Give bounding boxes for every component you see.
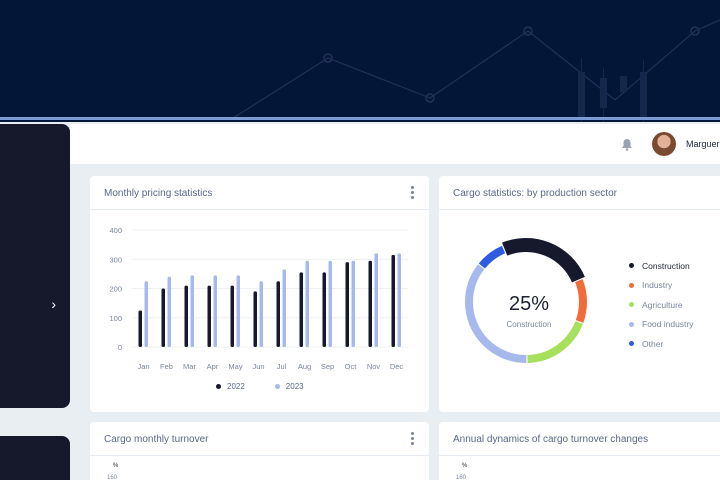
x-tick-label: May	[228, 362, 242, 371]
divider	[90, 455, 429, 456]
x-tick-label: Aug	[298, 362, 311, 371]
axis-unit-label: %	[462, 463, 468, 469]
annual-dynamics-card: Annual dynamics of cargo turnover change…	[439, 422, 720, 480]
legend-label: Food industry	[642, 319, 694, 330]
sidebar-panel-secondary	[0, 436, 70, 480]
legend-swatch	[629, 282, 634, 288]
bar-2022-Jan	[138, 310, 142, 347]
more-options-icon[interactable]	[411, 186, 415, 201]
bar-2022-Jul	[276, 281, 280, 347]
legend-swatch	[216, 384, 221, 389]
card-title: Cargo statistics: by production sector	[453, 188, 617, 199]
donut-segment-agriculture	[465, 241, 587, 363]
bar-2023-Oct	[351, 260, 355, 347]
bar-2023-Jun	[259, 281, 263, 347]
bar-2022-Dec	[391, 254, 395, 347]
bar-2022-May	[230, 285, 234, 347]
hero-accent-line	[0, 117, 720, 120]
divider	[439, 455, 720, 456]
legend-swatch	[629, 321, 634, 327]
legend-swatch	[629, 341, 634, 347]
bar-2023-Nov	[374, 253, 378, 347]
avatar[interactable]	[652, 132, 676, 156]
bar-2023-Sep	[328, 260, 332, 347]
bar-2022-Apr	[207, 285, 211, 347]
x-tick-label: Mar	[183, 362, 196, 371]
x-tick-label: Jul	[277, 362, 287, 371]
x-tick-label: Apr	[207, 362, 219, 371]
legend-label: Construction	[642, 260, 690, 271]
x-tick-label: Nov	[367, 362, 381, 371]
donut-center-label: Construction	[506, 320, 552, 329]
top-bar: Marguerit	[70, 124, 720, 164]
legend-label: Agriculture	[642, 299, 683, 310]
turnover-chart-card: Cargo monthly turnover % 160	[90, 422, 429, 480]
legend-item-food-industry: Food industry	[629, 315, 694, 335]
y-tick-label: 300	[109, 255, 122, 264]
legend-item-2022: 2022	[216, 382, 245, 391]
more-options-icon[interactable]	[411, 432, 415, 447]
divider	[90, 209, 429, 210]
bar-2023-Dec	[397, 253, 401, 347]
legend-label: 2022	[227, 382, 245, 391]
bar-2022-Oct	[345, 262, 349, 347]
sector-chart-card: Cargo statistics: by production sector 2…	[439, 176, 720, 412]
bar-2023-Jul	[282, 269, 286, 347]
card-title: Monthly pricing statistics	[104, 188, 213, 199]
y-tick-label: 160	[456, 475, 467, 480]
hero-banner	[0, 0, 720, 122]
donut-segment-construction	[462, 238, 590, 366]
bar-2023-Mar	[190, 275, 194, 347]
y-tick-label: 0	[118, 343, 122, 352]
legend-swatch	[629, 263, 634, 269]
bar-2022-Nov	[368, 260, 372, 347]
card-title: Annual dynamics of cargo turnover change…	[453, 434, 649, 445]
card-title: Cargo monthly turnover	[104, 434, 209, 445]
x-tick-label: Feb	[160, 362, 173, 371]
legend-item-other: Other	[629, 334, 694, 354]
legend-label: 2023	[285, 382, 304, 391]
bar-2023-Apr	[213, 275, 217, 347]
chart-legend: 2022 2023	[216, 382, 304, 391]
x-tick-label: Jan	[137, 362, 149, 371]
bar-2022-Aug	[299, 272, 303, 347]
axis-unit-label: %	[113, 463, 119, 469]
y-tick-label: 100	[109, 314, 122, 323]
legend-item-industry: Industry	[629, 276, 694, 296]
donut-chart	[462, 238, 590, 366]
bar-2023-Jan	[144, 281, 148, 347]
legend-label: Other	[642, 338, 664, 349]
legend-item-agriculture: Agriculture	[629, 295, 694, 315]
x-tick-label: Dec	[390, 362, 404, 371]
y-tick-label: 160	[107, 475, 118, 480]
hero-decoration	[229, 19, 720, 122]
x-tick-label: Sep	[321, 362, 334, 371]
legend-swatch	[274, 384, 280, 389]
bar-2022-Mar	[184, 285, 188, 347]
bar-2022-Sep	[322, 272, 326, 347]
donut-center-value: 25%	[508, 293, 550, 315]
divider	[439, 209, 720, 210]
bar-2023-May	[236, 275, 240, 347]
chevron-right-icon[interactable]: ›	[51, 296, 56, 312]
bell-icon[interactable]	[621, 138, 633, 151]
pricing-chart-card: Monthly pricing statistics 0 100 200 300 400…	[90, 176, 429, 412]
donut-segment-industry	[465, 241, 587, 363]
sidebar-panel: › ulation	[0, 124, 70, 474]
bar-2022-Feb	[161, 288, 165, 347]
legend-swatch	[629, 302, 634, 308]
user-name[interactable]: Marguerit	[686, 139, 720, 149]
sector-legend: Construction Industry Agriculture Food i…	[629, 256, 694, 354]
legend-item-construction: Construction	[629, 256, 694, 276]
legend-label: Industry	[642, 280, 673, 291]
x-tick-label: Jun	[252, 362, 264, 371]
bar-2023-Aug	[305, 260, 309, 347]
y-tick-label: 200	[109, 285, 122, 294]
bar-chart: 0 100 200 300 400 Jan Feb Mar Apr May Jun Jul Aug Sep…	[109, 226, 408, 371]
legend-item-2023: 2023	[274, 382, 304, 391]
x-tick-label: Oct	[345, 362, 358, 371]
y-tick-label: 400	[109, 226, 122, 235]
bar-2022-Jun	[253, 291, 257, 347]
bar-2023-Feb	[167, 276, 171, 347]
